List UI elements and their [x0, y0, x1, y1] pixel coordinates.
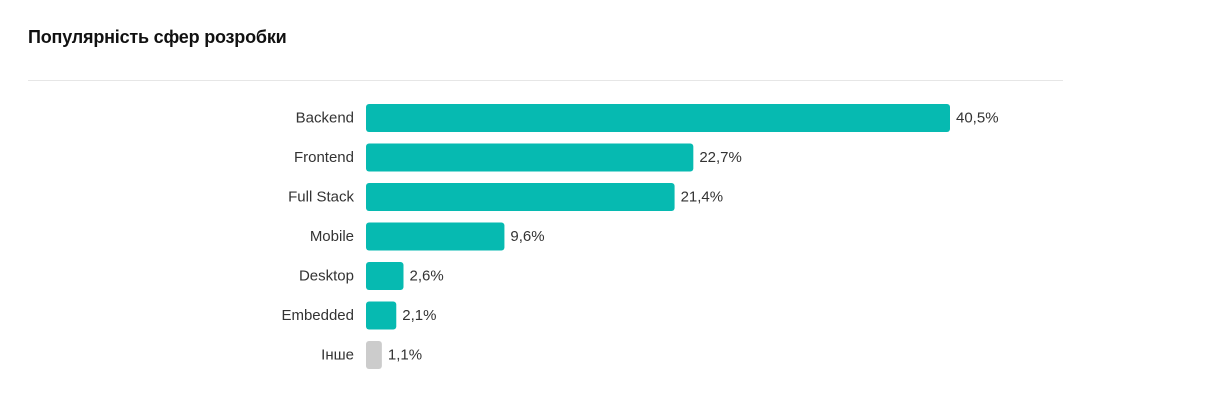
bar-backend[interactable] — [366, 104, 950, 132]
title-divider — [28, 80, 1063, 81]
category-label-desktop: Desktop — [299, 268, 354, 285]
value-label-embedded: 2,1% — [402, 307, 436, 324]
chart-title: Популярність сфер розробки — [28, 27, 287, 47]
value-label-full-stack: 21,4% — [681, 189, 724, 206]
bar-embedded[interactable] — [366, 301, 397, 330]
category-label-mobile: Mobile — [310, 228, 354, 245]
bar-full-stack[interactable] — [366, 183, 675, 211]
category-label-frontend: Frontend — [294, 149, 354, 166]
category-label-full-stack: Full Stack — [288, 189, 354, 206]
bar-mobile[interactable] — [366, 222, 505, 251]
value-label-desktop: 2,6% — [409, 268, 443, 285]
bar-frontend[interactable] — [366, 143, 694, 172]
value-label-mobile: 9,6% — [510, 228, 544, 245]
bar-desktop[interactable] — [366, 262, 404, 290]
value-label-інше: 1,1% — [388, 347, 422, 364]
value-label-frontend: 22,7% — [699, 149, 742, 166]
category-label-інше: Інше — [321, 347, 354, 364]
category-label-backend: Backend — [296, 110, 354, 127]
value-label-backend: 40,5% — [956, 110, 999, 127]
bar-інше[interactable] — [366, 341, 382, 369]
category-label-embedded: Embedded — [281, 307, 354, 324]
